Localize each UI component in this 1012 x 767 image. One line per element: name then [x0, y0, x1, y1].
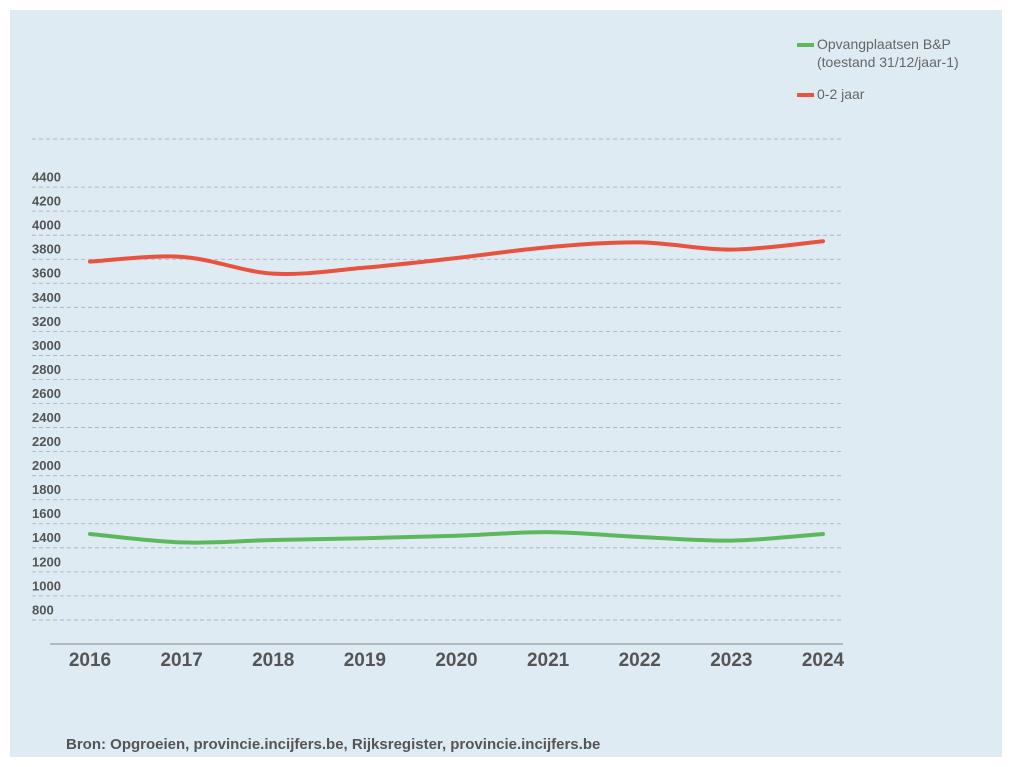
x-tick-label: 2019 — [344, 650, 386, 671]
legend-line: Opvangplaatsen B&P — [817, 36, 951, 52]
y-tick-label: 1400 — [32, 530, 61, 545]
y-tick-label: 4000 — [32, 218, 61, 233]
x-tick-label: 2020 — [435, 650, 477, 671]
legend-line: 0-2 jaar — [817, 86, 865, 102]
y-tick-label: 1800 — [32, 482, 61, 497]
panel — [10, 10, 1002, 757]
x-tick-label: 2022 — [619, 650, 661, 671]
y-tick-label: 2800 — [32, 362, 61, 377]
y-tick-label: 2000 — [32, 458, 61, 473]
source: Bron: Opgroeien, provincie.incijfers.be,… — [66, 736, 600, 753]
legend-line: (toestand 31/12/jaar-1) — [817, 54, 959, 70]
y-tick-label: 4200 — [32, 194, 61, 209]
x-tick-label: 2017 — [160, 650, 202, 671]
y-tick-label: 4400 — [32, 170, 61, 185]
y-tick-label: 2200 — [32, 434, 61, 449]
x-tick-label: 2023 — [710, 650, 752, 671]
x-tick-label: 2024 — [802, 650, 845, 671]
y-tick-label: 1200 — [32, 554, 61, 569]
y-tick-label: 1600 — [32, 506, 61, 521]
y-tick-label: 3600 — [32, 266, 61, 281]
y-tick-label: 1000 — [32, 578, 61, 593]
y-tick-label: 3200 — [32, 314, 61, 329]
y-tick-label: 3400 — [32, 290, 61, 305]
line-series — [88, 239, 825, 277]
y-tick-label: 800 — [32, 602, 54, 617]
x-tick-label: 2018 — [252, 650, 294, 671]
y-tick-label: 2600 — [32, 386, 61, 401]
legend-label: 0-2 jaar — [817, 86, 865, 102]
y-tick-label: 2400 — [32, 410, 61, 425]
line-series — [88, 530, 825, 545]
y-tick-label: 3800 — [32, 242, 61, 257]
x-tick-label: 2016 — [69, 650, 111, 671]
y-tick-label: 3000 — [32, 338, 61, 353]
legend-label: Opvangplaatsen B&P (toestand 31/12/jaar-1… — [817, 36, 959, 70]
x-tick-label: 2021 — [527, 650, 570, 671]
